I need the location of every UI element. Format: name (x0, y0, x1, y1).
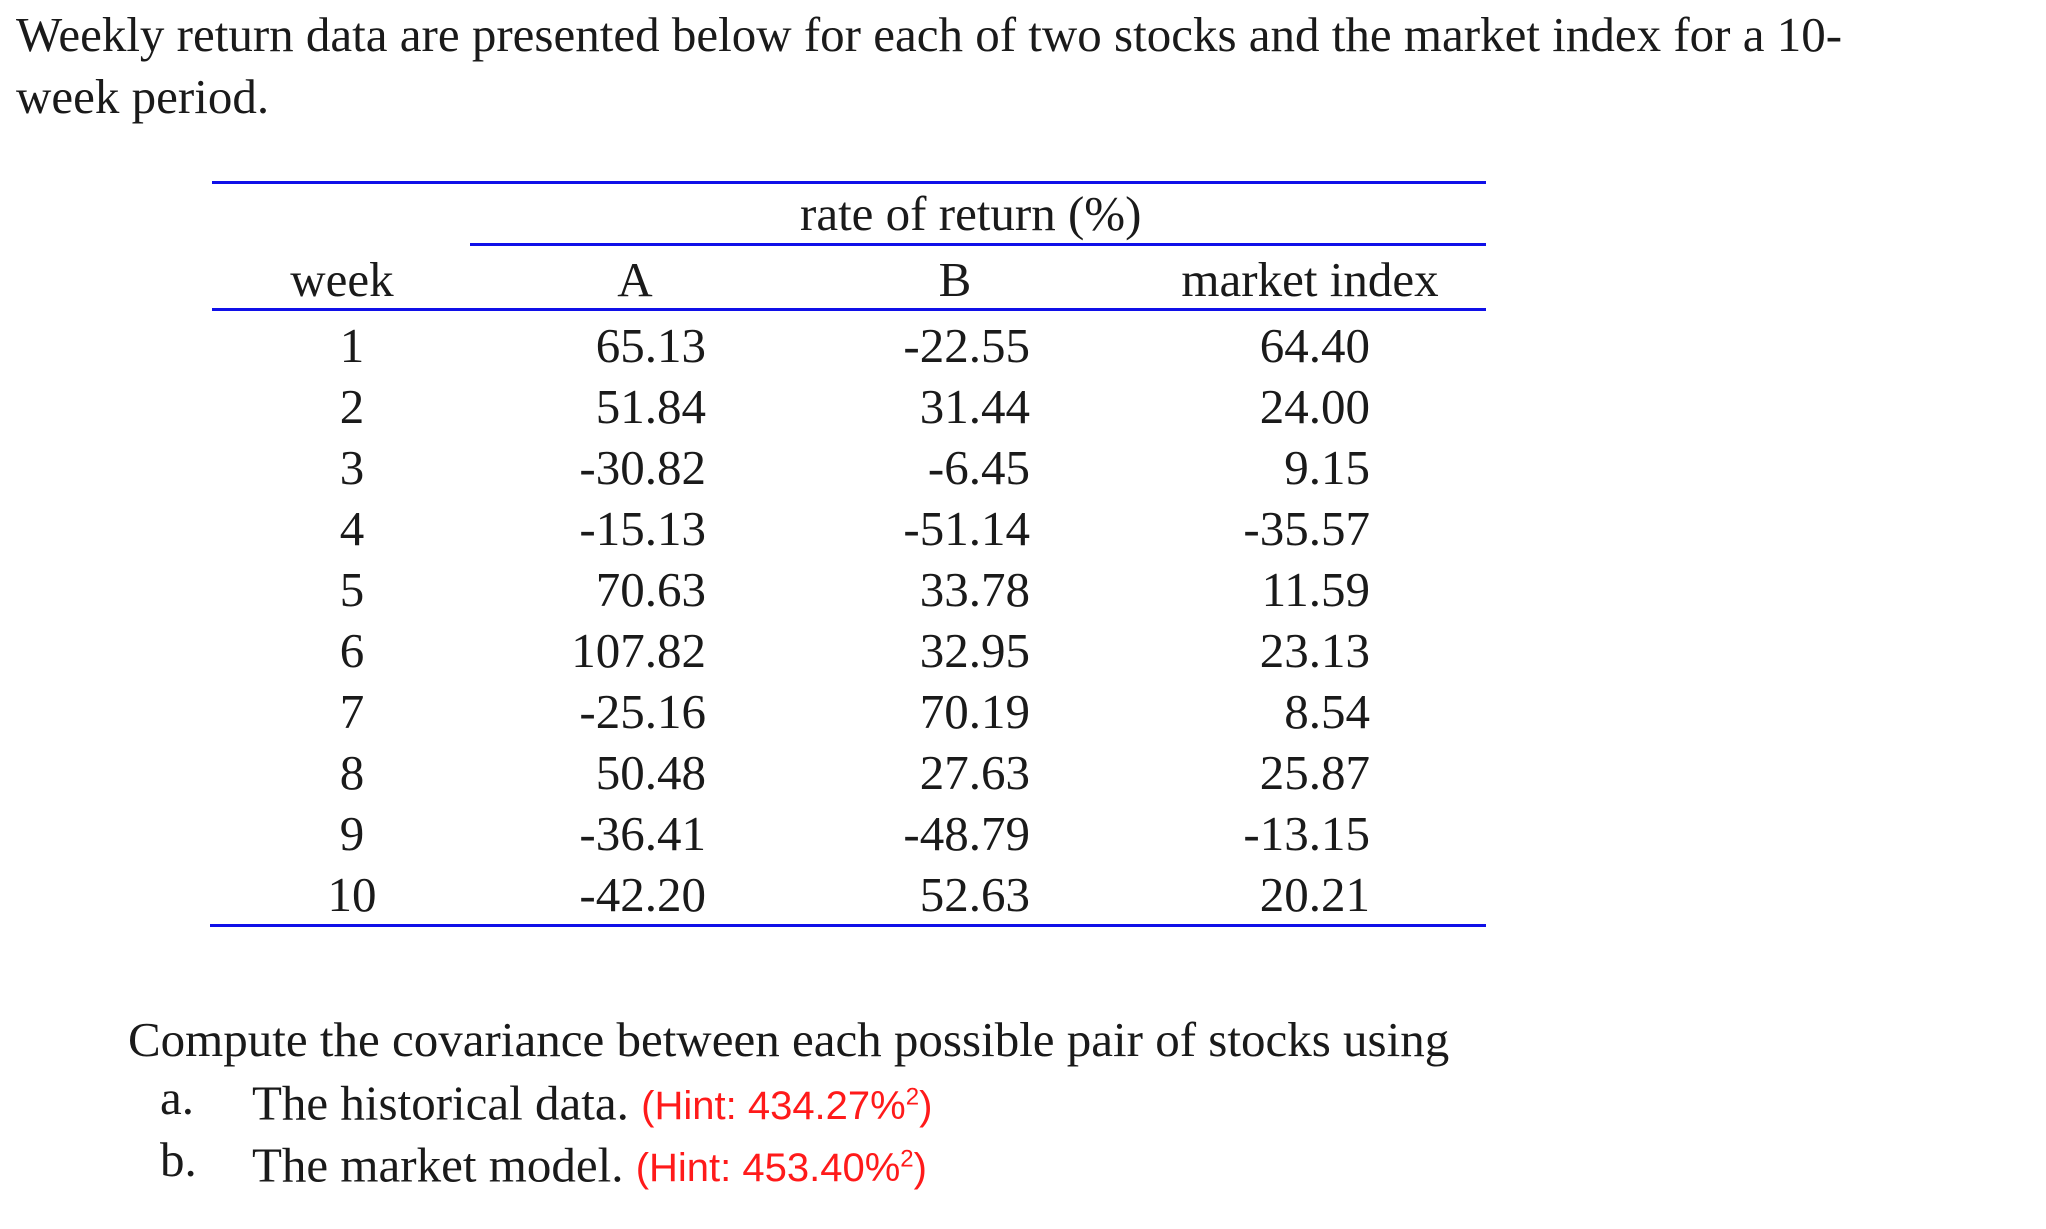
table-row-9-a-cell: -36.41 (579, 806, 706, 861)
table-row-3-a-cell: -30.82 (579, 440, 706, 495)
table-row-4-b-cell: -51.14 (903, 501, 1030, 556)
table-row-8-a-cell: 50.48 (595, 745, 706, 800)
table-row-1-b-cell: -22.55 (903, 318, 1030, 373)
table-row-2-b-cell: 31.44 (919, 379, 1030, 434)
intro-line-1: Weekly return data are presented below f… (16, 7, 1843, 62)
hint-text: (Hint: 453.40%2) (636, 1146, 927, 1190)
intro-line-2: week period. (16, 69, 270, 124)
table-row-6-week-cell: 6 (339, 623, 365, 678)
column-header-week: week (290, 252, 394, 307)
item-label: The market model. (252, 1137, 624, 1193)
table-row-8-b-cell: 27.63 (919, 745, 1030, 800)
table-row-7-market-index-cell: 8.54 (1284, 684, 1370, 739)
table-row-4-market-index-cell: -35.57 (1243, 501, 1370, 556)
table-row-7-week-cell: 7 (339, 684, 365, 739)
column-header-market-index: market index (1181, 252, 1439, 307)
table-row-6-b-cell: 32.95 (919, 623, 1030, 678)
table-row-1-week-cell: 1 (339, 318, 365, 373)
hint-suffix: ) (919, 1084, 933, 1129)
hint-text: (Hint: 434.27%2) (641, 1084, 932, 1128)
table-row-5-b-cell: 33.78 (919, 562, 1030, 617)
group-header: rate of return (%) (800, 186, 1142, 241)
table-top-rule (212, 181, 1486, 184)
table-row-5-a-cell: 70.63 (595, 562, 706, 617)
table-row-8-week-cell: 8 (339, 745, 365, 800)
table-row-2-week-cell: 2 (339, 379, 365, 434)
header-rule (212, 308, 1486, 311)
item-marker: a. (160, 1070, 194, 1125)
hint-prefix: (Hint: 434.27% (641, 1084, 906, 1129)
table-row-3-market-index-cell: 9.15 (1284, 440, 1370, 495)
table-row-2-market-index-cell: 24.00 (1259, 379, 1370, 434)
hint-prefix: (Hint: 453.40% (635, 1146, 901, 1191)
table-row-3-week-cell: 3 (339, 440, 365, 495)
table-row-10-b-cell: 52.63 (919, 867, 1030, 922)
table-row-2-a-cell: 51.84 (595, 379, 706, 434)
column-header-a: A (617, 252, 653, 307)
item-text: The historical data. (Hint: 434.27%2) (252, 1068, 932, 1136)
table-row-10-market-index-cell: 20.21 (1259, 867, 1370, 922)
group-header-rule (470, 243, 1486, 246)
item-text: The market model. (Hint: 453.40%2) (252, 1130, 927, 1198)
table-row-6-market-index-cell: 23.13 (1259, 623, 1370, 678)
table-row-4-week-cell: 4 (339, 501, 365, 556)
table-row-10-a-cell: -42.20 (579, 867, 706, 922)
intro-paragraph: Weekly return data are presented below f… (16, 4, 2016, 128)
item-label: The historical data. (252, 1075, 629, 1131)
column-header-b: B (938, 252, 972, 307)
table-bottom-rule (210, 924, 1486, 927)
table-row-7-b-cell: 70.19 (919, 684, 1030, 739)
table-row-9-b-cell: -48.79 (903, 806, 1030, 861)
table-row-7-a-cell: -25.16 (579, 684, 706, 739)
question-prompt: Compute the covariance between each poss… (128, 1012, 1450, 1067)
table-row-3-b-cell: -6.45 (927, 440, 1030, 495)
table-row-9-market-index-cell: -13.15 (1243, 806, 1370, 861)
table-row-1-a-cell: 65.13 (595, 318, 706, 373)
table-row-5-market-index-cell: 11.59 (1261, 562, 1370, 617)
table-row-6-a-cell: 107.82 (571, 623, 706, 678)
table-row-8-market-index-cell: 25.87 (1259, 745, 1370, 800)
table-row-4-a-cell: -15.13 (579, 501, 706, 556)
table-row-5-week-cell: 5 (339, 562, 365, 617)
hint-suffix: ) (913, 1146, 927, 1191)
table-row-1-market-index-cell: 64.40 (1259, 318, 1370, 373)
hint-superscript: 2 (900, 1146, 914, 1173)
item-marker: b. (160, 1132, 197, 1187)
hint-superscript: 2 (905, 1084, 920, 1111)
table-row-9-week-cell: 9 (339, 806, 365, 861)
table-row-10-week-cell: 10 (327, 867, 377, 922)
